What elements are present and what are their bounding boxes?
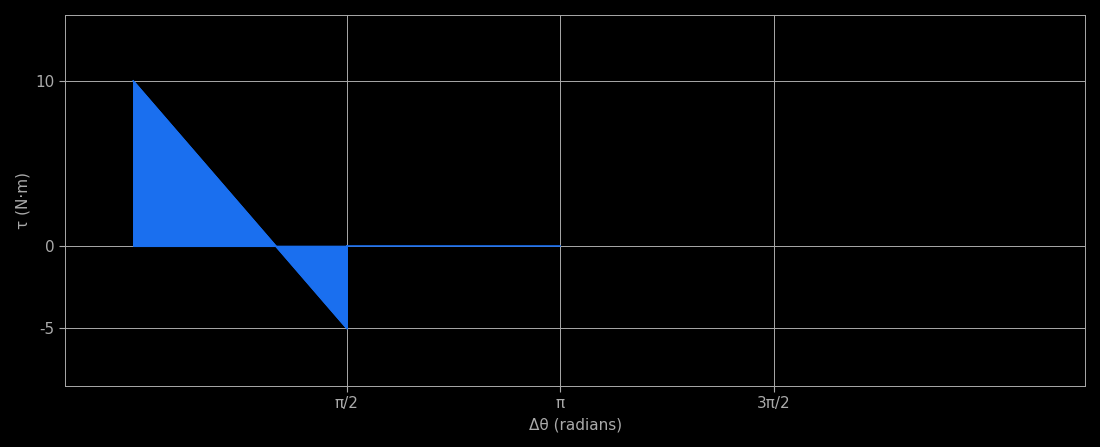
Y-axis label: τ (N·m): τ (N·m) xyxy=(15,172,30,229)
X-axis label: Δθ (radians): Δθ (radians) xyxy=(528,417,622,432)
